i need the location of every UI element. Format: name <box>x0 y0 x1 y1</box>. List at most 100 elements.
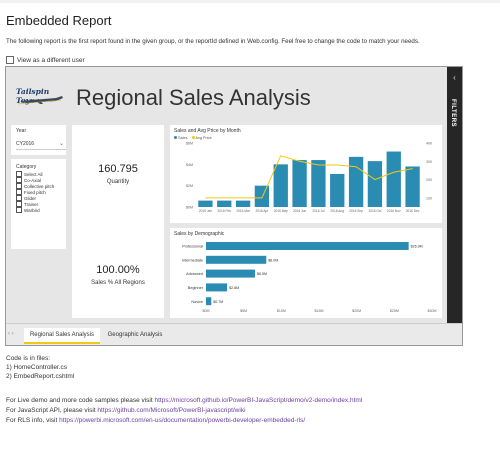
category-item[interactable]: Trainer <box>16 201 38 207</box>
y2-tick-label: 400 <box>426 142 432 146</box>
checkbox-icon[interactable] <box>16 207 22 213</box>
report-tabs: ‹ › Regional Sales Analysis Geographic A… <box>6 323 462 345</box>
year-slicer[interactable]: Year CY2016 ⌄ <box>11 125 66 155</box>
demographic-bar <box>206 297 212 306</box>
code-header: Code is in files: <box>6 355 51 362</box>
kpi-regions-value: 100.00% <box>96 264 140 276</box>
year-dropdown[interactable]: CY2016 ⌄ <box>16 139 66 150</box>
x-tick-label: $10M <box>277 309 286 313</box>
sales-avgprice-chart[interactable]: Sales and Avg Price by Month Sales Avg P… <box>170 125 442 223</box>
year-slicer-label: Year <box>16 128 27 134</box>
sales-bar <box>292 160 307 207</box>
x-tick-label: $15M <box>315 309 324 313</box>
category-slicer-label: Category <box>16 164 37 170</box>
chart-title: Sales and Avg Price by Month <box>174 128 241 134</box>
live-demo-line: For Live demo and more code samples plea… <box>6 397 362 404</box>
x-tick-label: $0M <box>203 309 210 313</box>
category-item[interactable]: Select All <box>16 171 43 177</box>
rls-link[interactable]: https://powerbi.microsoft.com/en-us/docu… <box>59 417 306 424</box>
api-line: For JavaScript API, please visit https:/… <box>6 407 246 414</box>
y-tick-label: $2M <box>186 184 193 188</box>
data-label: $2.8M <box>229 286 239 290</box>
checkbox-box[interactable] <box>6 56 14 64</box>
browser-top-strip <box>0 0 500 3</box>
sales-demographic-chart[interactable]: Sales by Demographic Professional $26.9M I… <box>170 228 442 318</box>
x-tick-label: 2016 Apr <box>256 209 270 213</box>
category-item[interactable]: Co-Axial <box>16 177 41 183</box>
live-demo-prefix: For Live demo and more code samples plea… <box>6 397 155 404</box>
x-tick-label: 2016 Nov <box>387 209 401 213</box>
x-tick-label: 2016 Oct <box>368 209 381 213</box>
category-slicer: Category Select All Co-Axial Collective … <box>11 159 66 249</box>
api-link[interactable]: https://github.com/Microsoft/PowerBI-jav… <box>97 407 246 414</box>
category-item-label: Collective pitch <box>24 183 55 189</box>
tab-regional-sales[interactable]: Regional Sales Analysis <box>24 328 100 344</box>
sales-bar <box>254 185 270 207</box>
category-item-label: Fixed pitch <box>24 189 46 195</box>
sales-bar <box>217 200 232 207</box>
category-label: Novice <box>191 300 203 304</box>
x-tick-label: 2016 Feb <box>218 209 232 213</box>
checkbox-icon[interactable] <box>16 171 22 177</box>
category-item-label: Trainer <box>24 201 39 207</box>
legend-avg-price: Avg Price <box>191 136 212 140</box>
category-item[interactable]: Warbird <box>16 207 40 213</box>
tab-geographic[interactable]: Geographic Analysis <box>107 332 163 338</box>
live-demo-link[interactable]: https://microsoft.github.io/PowerBI-Java… <box>154 397 363 404</box>
x-tick-label: 2016 Jul <box>312 209 324 213</box>
x-tick-label: 2016 May <box>274 209 288 213</box>
sales-bar <box>386 151 401 207</box>
demographic-bar <box>206 242 409 250</box>
data-label: $6.5M <box>257 272 267 276</box>
y-tick-label: $6M <box>186 142 193 146</box>
checkbox-icon[interactable] <box>16 189 22 195</box>
kpi-quantity-value: 160.795 <box>98 163 138 175</box>
demographic-bar <box>206 269 255 278</box>
chevron-down-icon[interactable]: ⌄ <box>58 141 64 147</box>
kpi-regions-label: Sales % All Regions <box>91 280 145 286</box>
x-tick-label: $30M <box>428 309 437 313</box>
filters-label: FILTERS <box>450 99 456 128</box>
demographic-chart-svg: Professional $26.9M Intermediate $8.0M Advan… <box>182 242 437 313</box>
category-item-label: Glider <box>24 195 37 201</box>
logo-text: Tailspin Toys <box>16 87 50 105</box>
x-tick-label: $20M <box>352 309 361 313</box>
report-title: Regional Sales Analysis <box>76 85 311 110</box>
filters-pane[interactable]: ‹ FILTERS <box>447 67 462 323</box>
data-label: $8.0M <box>268 258 278 262</box>
tab-nav-arrows[interactable]: ‹ › <box>8 331 14 337</box>
kpi-regions-card: 100.00% Sales % All Regions <box>72 228 164 318</box>
sales-bar <box>367 161 383 207</box>
chart-legend: Sales Avg Price <box>174 136 212 140</box>
chevron-left-icon[interactable]: ‹ <box>453 73 456 82</box>
rls-line: For RLS info, visit https://powerbi.micr… <box>6 417 305 424</box>
checkbox-icon[interactable] <box>16 177 22 183</box>
sales-bar <box>348 156 364 207</box>
y2-tick-label: 100 <box>426 196 432 200</box>
category-label: Beginner <box>188 286 204 290</box>
rls-prefix: For RLS info, visit <box>6 417 60 424</box>
demographic-bar <box>206 283 228 292</box>
category-item[interactable]: Fixed pitch <box>16 189 46 195</box>
year-value: CY2016 <box>16 141 35 147</box>
kpi-quantity-label: Quantity <box>106 179 130 185</box>
checkbox-icon[interactable] <box>16 201 22 207</box>
tailspin-logo: Tailspin Toys <box>16 87 66 107</box>
code-file-2: 2) EmbedReport.cshtml <box>6 373 75 380</box>
x-tick-label: 2016 Sep <box>349 209 363 213</box>
sales-bar <box>235 200 251 207</box>
checkbox-icon[interactable] <box>16 195 22 201</box>
checkbox-icon[interactable] <box>16 183 22 189</box>
code-file-1: 1) HomeController.cs <box>6 364 68 371</box>
sales-bar <box>330 173 345 207</box>
view-as-user-checkbox[interactable]: View as a different user <box>6 56 85 64</box>
legend-sales: Sales <box>174 136 188 140</box>
sales-bar <box>311 160 326 207</box>
category-item-label: Select All <box>24 171 43 177</box>
page-title: Embedded Report <box>6 13 112 28</box>
category-item[interactable]: Collective pitch <box>16 183 54 189</box>
x-tick-label: $5M <box>240 309 247 313</box>
category-item[interactable]: Glider <box>16 195 36 201</box>
chart-title: Sales by Demographic <box>174 231 225 237</box>
sales-bar <box>198 200 213 207</box>
